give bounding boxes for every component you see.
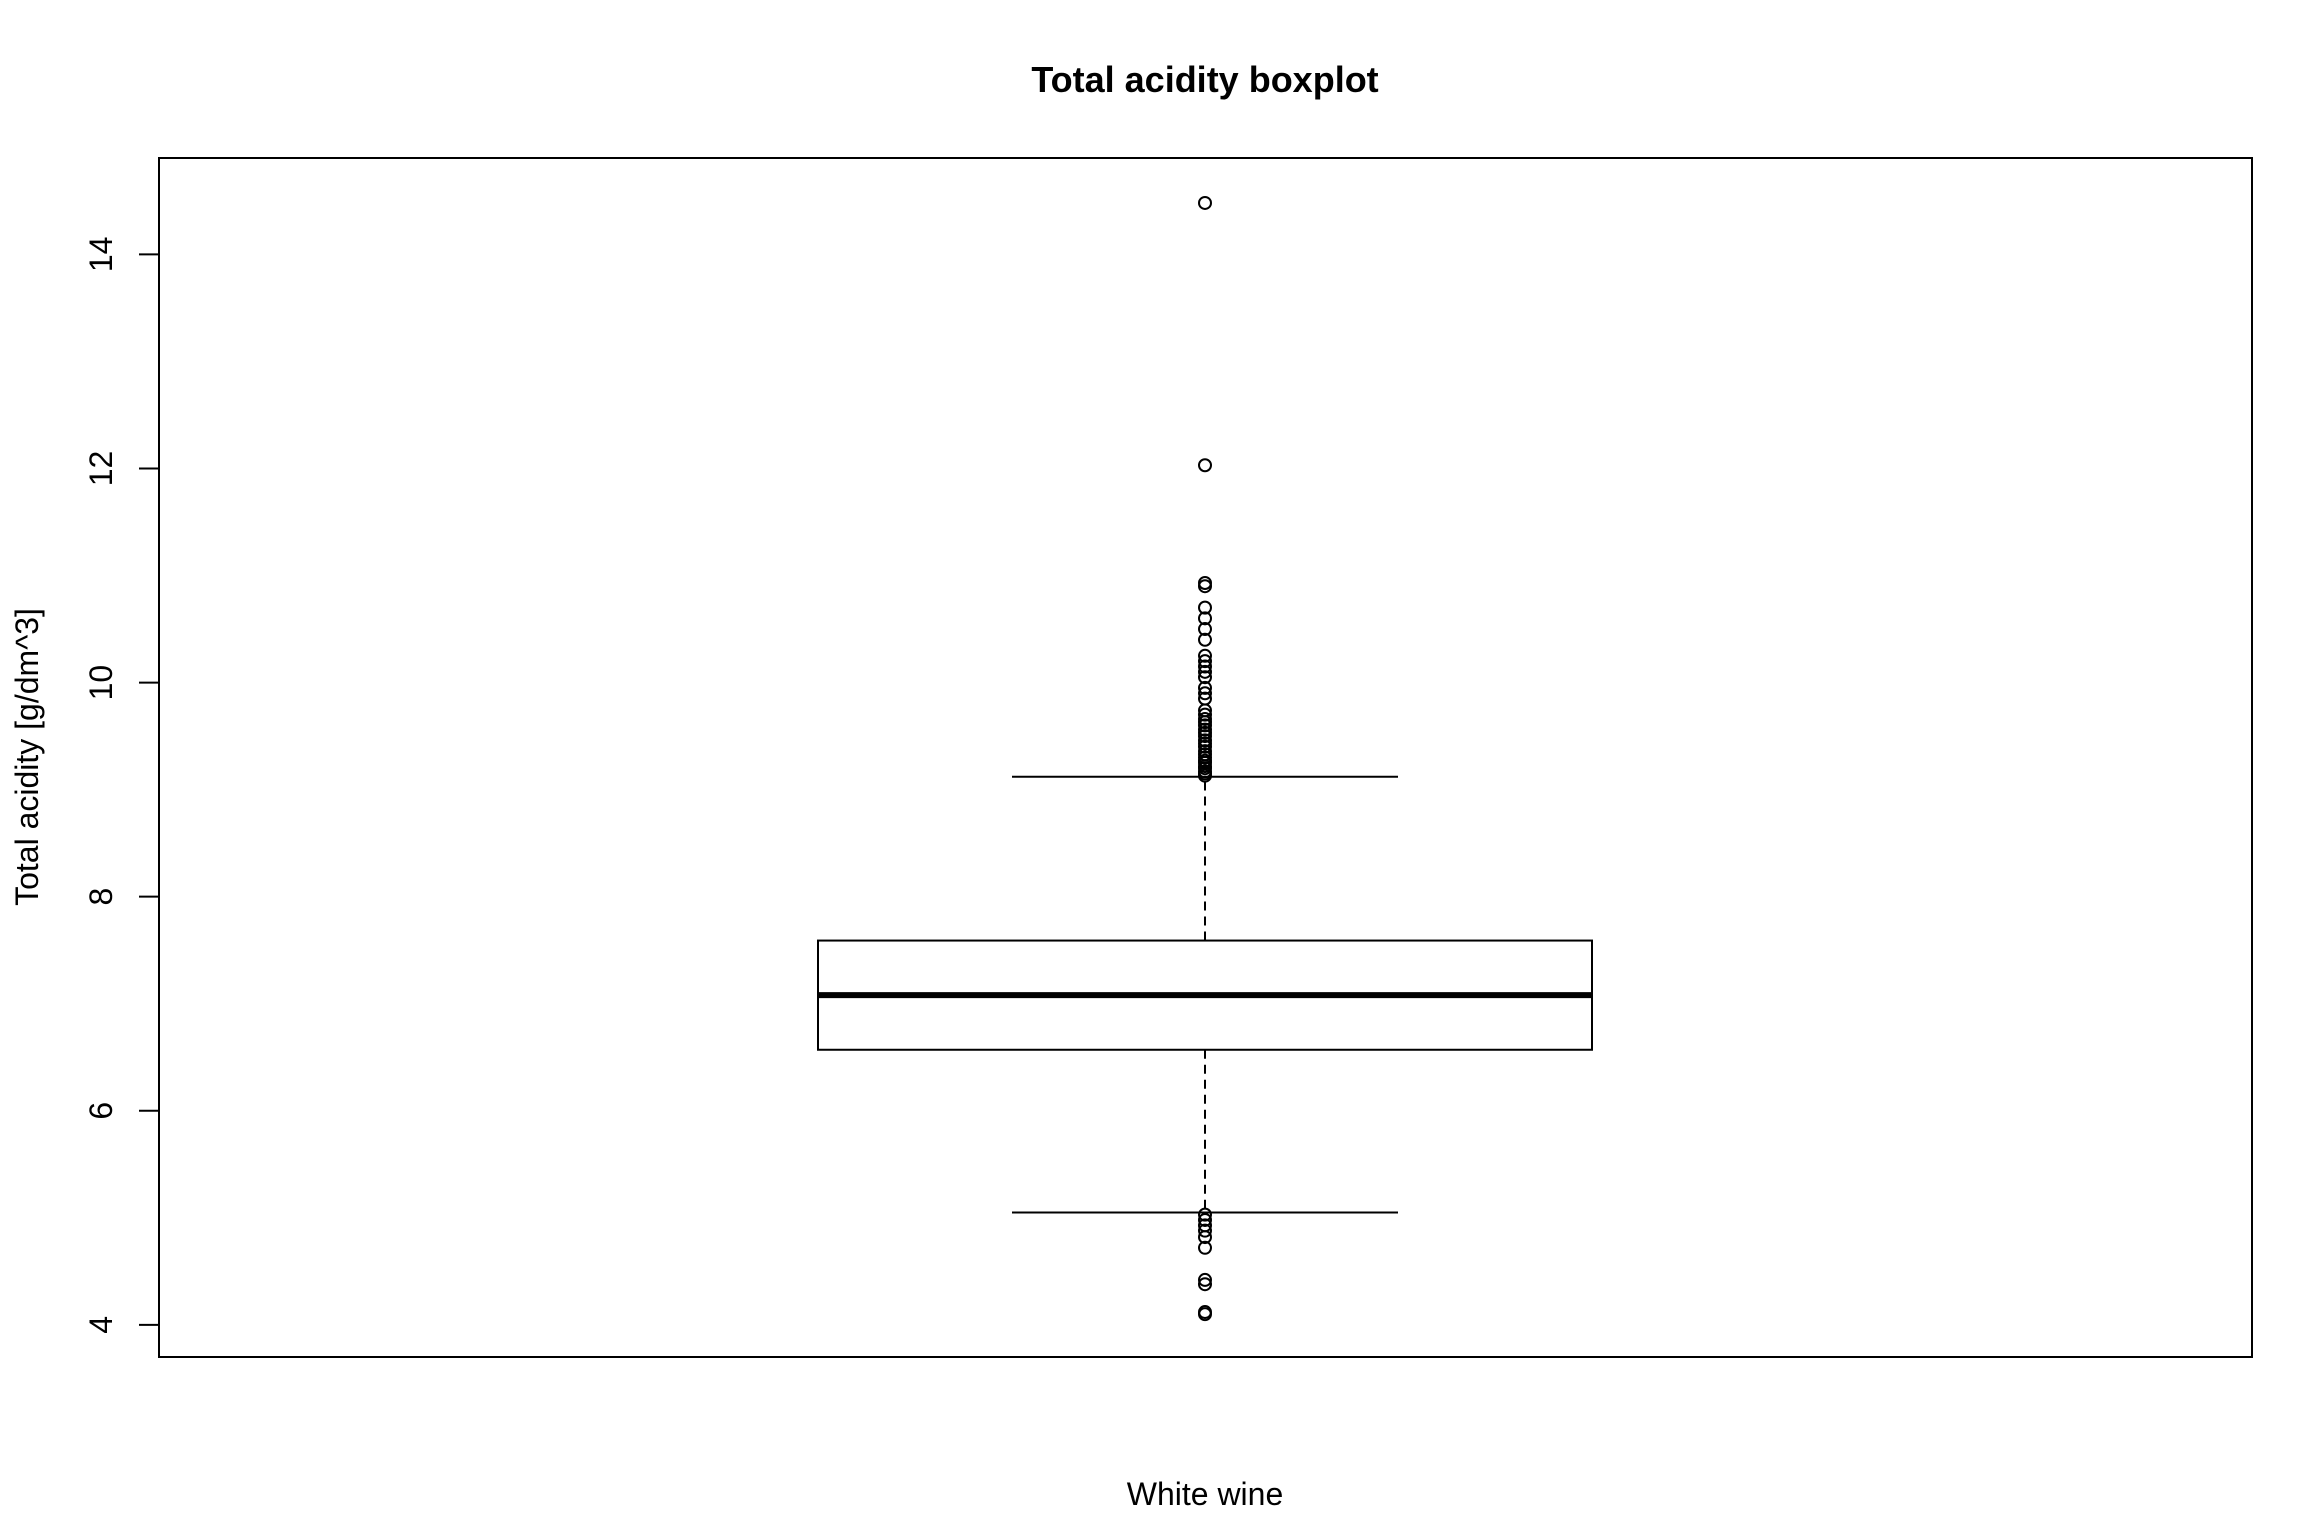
outlier-point bbox=[1198, 744, 1212, 759]
x-axis-label: White wine bbox=[1127, 1476, 1284, 1512]
outlier-point bbox=[1198, 576, 1212, 591]
y-axis: 4 6 8 10 12 14 bbox=[83, 237, 160, 1334]
y-tick-label: 8 bbox=[83, 888, 119, 906]
outlier-point bbox=[1198, 722, 1212, 737]
y-tick-label: 6 bbox=[83, 1102, 119, 1120]
outlier-point bbox=[1198, 1223, 1212, 1238]
y-tick-label: 4 bbox=[83, 1316, 119, 1334]
outlier-point bbox=[1198, 1272, 1212, 1287]
outlier-point bbox=[1198, 458, 1212, 473]
outlier-point bbox=[1198, 670, 1212, 685]
outlier-point bbox=[1198, 711, 1212, 726]
chart-title: Total acidity boxplot bbox=[1031, 59, 1378, 100]
outlier-point bbox=[1198, 733, 1212, 748]
outlier-point bbox=[1198, 1277, 1212, 1292]
y-tick-label: 12 bbox=[83, 451, 119, 487]
outlier-point bbox=[1198, 664, 1212, 679]
outlier-point bbox=[1198, 1240, 1212, 1255]
outlier-points bbox=[1198, 195, 1212, 1322]
outlier-point bbox=[1198, 654, 1212, 669]
outlier-point bbox=[1198, 600, 1212, 615]
outlier-point bbox=[1198, 648, 1212, 663]
y-tick-label: 10 bbox=[83, 665, 119, 701]
outlier-point bbox=[1198, 691, 1212, 706]
outlier-point bbox=[1198, 622, 1212, 637]
outlier-point bbox=[1198, 632, 1212, 647]
outlier-point bbox=[1198, 195, 1212, 210]
y-axis-label: Total acidity [g/dm^3] bbox=[9, 608, 45, 906]
outlier-point bbox=[1198, 659, 1212, 674]
outlier-point bbox=[1198, 1207, 1212, 1222]
outlier-point bbox=[1198, 707, 1212, 722]
boxplot-box-group bbox=[817, 775, 1593, 1214]
outlier-point bbox=[1198, 611, 1212, 626]
outlier-point bbox=[1198, 1230, 1212, 1245]
outlier-point bbox=[1198, 1212, 1212, 1227]
outlier-point bbox=[1198, 680, 1212, 695]
outlier-point bbox=[1198, 1305, 1212, 1320]
y-tick-label: 14 bbox=[83, 237, 119, 273]
outlier-point bbox=[1198, 686, 1212, 701]
